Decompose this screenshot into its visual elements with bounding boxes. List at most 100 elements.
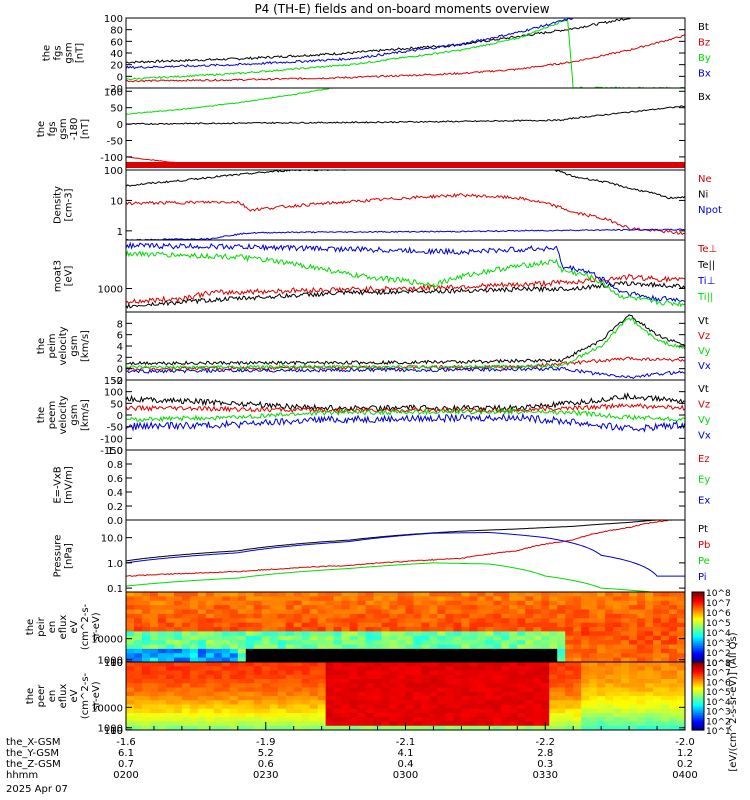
spectrogram-cell xyxy=(413,618,423,624)
spectrogram-cell xyxy=(573,635,582,641)
spectrogram-cell xyxy=(597,631,606,637)
spectrogram-cell xyxy=(341,662,351,667)
colorbar-cell xyxy=(692,641,704,644)
spectrogram-cell xyxy=(309,687,319,693)
spectrogram-cell xyxy=(285,696,295,701)
colorbar-cell xyxy=(692,634,704,637)
spectrogram-cell xyxy=(349,635,359,641)
spectrogram-cell xyxy=(669,596,678,602)
spectrogram-cell xyxy=(493,683,502,689)
spectrogram-cell xyxy=(277,713,287,718)
spectrogram-cell xyxy=(429,696,439,701)
spectrogram-cell xyxy=(629,662,638,667)
spectrogram-cell xyxy=(653,592,662,597)
spectrogram-cell xyxy=(677,648,685,654)
spectrogram-cell xyxy=(461,725,470,730)
spectrogram-cell xyxy=(333,596,343,602)
spectrogram-cell xyxy=(245,717,255,723)
spectrogram-cell xyxy=(237,613,247,619)
spectrogram-cell xyxy=(461,721,470,727)
ylabel-line: [km/s] xyxy=(80,399,91,431)
spectrogram-cell xyxy=(405,666,415,672)
spectrogram-cell xyxy=(557,605,566,611)
spectrogram-cell xyxy=(589,696,598,701)
spectrogram-cell xyxy=(277,613,287,619)
spectrogram-cell xyxy=(621,683,630,689)
ytick-label: -50 xyxy=(107,423,123,434)
spectrogram-cell xyxy=(333,648,343,654)
spectrogram-cell xyxy=(429,618,439,624)
spectrogram-cell xyxy=(445,708,455,714)
spectrogram-cell xyxy=(573,666,582,672)
spectrogram-cell xyxy=(261,631,271,637)
spectrogram-cell xyxy=(357,717,367,723)
spectrogram-cell xyxy=(677,708,685,714)
spectrogram-cell xyxy=(389,618,399,624)
spectrogram-cell xyxy=(485,596,494,602)
spectrogram-cell xyxy=(405,631,415,637)
spectrogram-cell xyxy=(445,687,455,693)
spectrogram-cell xyxy=(429,622,439,628)
spectrogram-cell xyxy=(621,640,630,646)
spectrogram-cell xyxy=(549,713,558,718)
spectrogram-cell xyxy=(245,596,255,602)
spectrogram-cell xyxy=(453,687,462,693)
spectrogram-cell xyxy=(429,713,439,718)
spectrogram-cell xyxy=(661,708,670,714)
spectrogram-cell xyxy=(309,657,319,662)
spectrogram-cell xyxy=(509,657,518,662)
spectrogram-cell xyxy=(413,662,423,667)
ytick-label: 0 xyxy=(117,120,123,131)
spectrogram-cell xyxy=(501,683,510,689)
spectrogram-cell xyxy=(357,700,367,706)
spectrogram-cell xyxy=(373,674,383,680)
spectrogram-cell xyxy=(141,613,151,619)
spectrogram-cell xyxy=(421,653,431,659)
spectrogram-cell xyxy=(445,635,455,641)
spectrogram-cell xyxy=(517,609,526,615)
spectrogram-cell xyxy=(485,687,494,693)
legend-entry: Bz xyxy=(698,38,710,49)
spectrogram-cell xyxy=(653,631,662,637)
spectrogram-cell xyxy=(229,704,239,710)
spectrogram-cell xyxy=(581,704,590,710)
colorbar-tick: 10^4 xyxy=(706,698,731,708)
colorbar-tick: 10^1 xyxy=(706,659,731,669)
spectrogram-cell xyxy=(149,700,159,706)
series-Pi xyxy=(126,532,685,577)
spectrogram-cell xyxy=(157,713,167,718)
spectrogram-cell xyxy=(277,622,287,628)
ylabel-line: gsm xyxy=(64,42,75,63)
spectrogram-cell xyxy=(325,691,335,697)
spectrogram-cell xyxy=(469,700,478,706)
spectrogram-cell xyxy=(253,674,263,680)
ytick-label: 10.0 xyxy=(101,534,123,545)
ytick-label: 50 xyxy=(110,399,123,410)
colorbar-cell xyxy=(692,604,704,607)
spectrogram-cell xyxy=(429,644,439,650)
axis-row-value: 0.4 xyxy=(398,759,414,770)
spectrogram-cell xyxy=(173,674,183,680)
series-Te⊥ xyxy=(126,273,685,305)
ylabel-line: E=-VxB xyxy=(53,466,64,503)
spectrogram-cell xyxy=(661,613,670,619)
spectrogram-cell xyxy=(461,592,470,597)
spectrogram-cell xyxy=(285,600,295,606)
spectrogram-cell xyxy=(381,622,391,628)
spectrogram-cell xyxy=(333,644,343,650)
spectrogram-cell xyxy=(581,725,590,730)
panel-frame xyxy=(125,379,686,451)
spectrogram-cell xyxy=(365,631,375,637)
spectrogram-cell xyxy=(613,713,622,718)
spectrogram-cell xyxy=(517,627,526,632)
spectrogram-cell xyxy=(269,592,279,597)
spectrogram-cell xyxy=(389,609,399,615)
spectrogram-cell xyxy=(133,631,143,637)
ytick-label: 0.4 xyxy=(107,488,123,499)
spectrogram-cell xyxy=(629,613,638,619)
spectrogram-cell xyxy=(285,700,295,706)
spectrogram-cell xyxy=(181,717,191,723)
spectrogram-cell xyxy=(557,644,566,650)
spectrogram-cell xyxy=(469,666,478,672)
spectrogram-cell xyxy=(413,600,423,606)
